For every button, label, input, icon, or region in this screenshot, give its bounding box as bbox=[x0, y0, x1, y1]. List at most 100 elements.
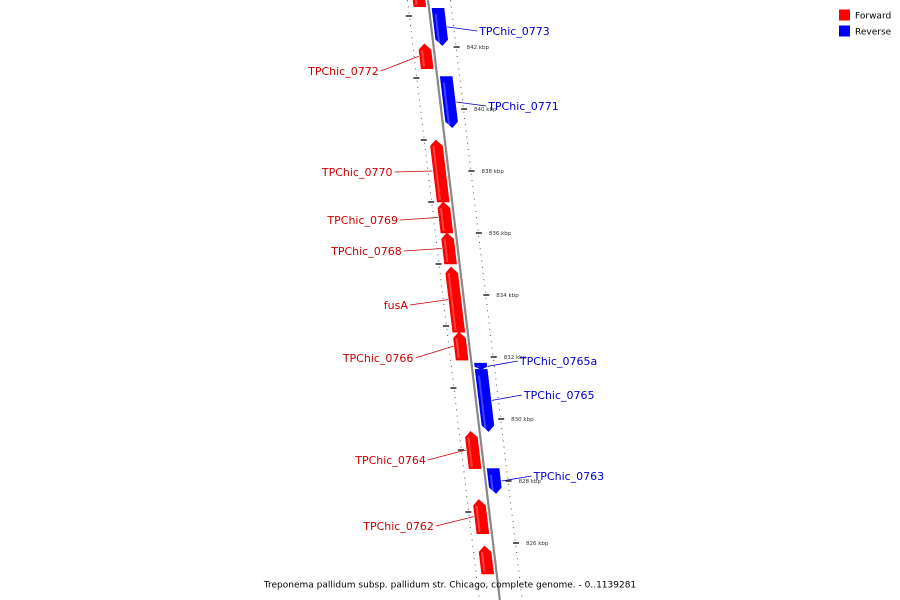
gene-top-partial-arrow[interactable] bbox=[412, 0, 427, 7]
ruler-dot-left bbox=[424, 142, 426, 144]
ruler-tick-label: 826 kbp bbox=[526, 541, 549, 547]
ruler-dot-left bbox=[418, 99, 420, 101]
ruler-dot-right bbox=[460, 87, 462, 88]
gene-tpchic-0765a-label-group[interactable]: TPChic_0765a bbox=[487, 355, 597, 368]
ruler-dot-right bbox=[513, 533, 515, 535]
ruler-dot-left bbox=[460, 446, 462, 448]
gene-tpchic-0762-label-group[interactable]: TPChic_0762 bbox=[362, 516, 474, 533]
ruler-dot-left bbox=[466, 496, 468, 498]
ruler-dot-right bbox=[489, 328, 491, 330]
ruler-dot-right bbox=[492, 353, 494, 355]
legend-forward-swatch bbox=[839, 9, 850, 21]
ruler-dot-left bbox=[414, 62, 416, 64]
ruler-dot-right bbox=[501, 428, 503, 429]
ruler-dot-right bbox=[512, 521, 514, 522]
gene-tpchic-0764-leader-line bbox=[427, 449, 466, 461]
ruler-dot-right bbox=[516, 552, 518, 553]
gene-tpchic-0763-arrow[interactable] bbox=[486, 468, 502, 494]
gene-fusa-label-group[interactable]: fusA bbox=[384, 299, 448, 312]
ruler-dot-left bbox=[441, 291, 443, 293]
gene-tpchic-0766-arrow[interactable] bbox=[453, 331, 469, 361]
ruler-dot-right bbox=[467, 142, 469, 144]
gene-features bbox=[412, 0, 502, 575]
ruler-dot-right bbox=[496, 384, 497, 386]
gene-tpchic-0762-highlight bbox=[475, 505, 481, 532]
gene-tpchic-0770-label-group[interactable]: TPChic_0770 bbox=[321, 166, 433, 179]
gene-tpchic-0765-label: TPChic_0765 bbox=[523, 389, 595, 402]
ruler-dot-left bbox=[438, 260, 440, 262]
ruler-dot-left bbox=[425, 155, 427, 157]
gene-tpchic-0764-arrow[interactable] bbox=[465, 430, 482, 469]
gene-tpchic-0766-label: TPChic_0766 bbox=[342, 352, 414, 365]
gene-tpchic-0771-label-group[interactable]: TPChic_0771 bbox=[456, 100, 559, 113]
gene-fusa-arrow[interactable] bbox=[445, 266, 466, 333]
ruler-dot-left bbox=[459, 440, 461, 442]
gene-top-partial-highlight bbox=[414, 0, 418, 5]
ruler-dot-right bbox=[458, 68, 460, 70]
gene-tpchic-0765-arrow[interactable] bbox=[474, 369, 495, 432]
ruler-dot-left bbox=[415, 74, 417, 76]
ruler-dot-left bbox=[473, 552, 475, 553]
ruler-dot-right bbox=[470, 167, 472, 169]
genome-caption: Treponema pallidum subsp. pallidum str. … bbox=[263, 581, 636, 591]
ruler-dot-left bbox=[467, 508, 469, 510]
ruler-dot-left bbox=[446, 328, 448, 330]
gene-tpchic-0768-label-group[interactable]: TPChic_0768 bbox=[330, 245, 442, 258]
gene-bottom-partial-highlight bbox=[481, 551, 486, 573]
ruler-dot-left bbox=[455, 403, 457, 405]
gene-tpchic-0773-arrow[interactable] bbox=[431, 8, 449, 46]
gene-tpchic-0769-highlight bbox=[439, 207, 445, 232]
gene-bottom-partial-arrow[interactable] bbox=[478, 545, 495, 575]
ruler-tick-label: 832 kbp bbox=[504, 355, 527, 361]
gene-tpchic-0772-label: TPChic_0772 bbox=[307, 65, 379, 78]
gene-tpchic-0768-arrow[interactable] bbox=[441, 232, 457, 265]
ruler-dot-left bbox=[410, 25, 411, 26]
ruler-dot-right bbox=[454, 37, 456, 39]
gene-tpchic-0766-label-group[interactable]: TPChic_0766 bbox=[342, 345, 454, 365]
ruler-dot-left bbox=[478, 595, 480, 597]
gene-tpchic-0764-label-group[interactable]: TPChic_0764 bbox=[354, 449, 466, 467]
gene-tpchic-0769-label-group[interactable]: TPChic_0769 bbox=[326, 214, 439, 227]
gene-tpchic-0763-label-group[interactable]: TPChic_0763 bbox=[501, 470, 605, 483]
ruler-dot-left bbox=[471, 539, 473, 541]
ruler-dot-left bbox=[456, 409, 457, 411]
gene-tpchic-0763-label: TPChic_0763 bbox=[533, 470, 605, 483]
ruler-dot-left bbox=[459, 434, 460, 436]
gene-tpchic-0762-arrow[interactable] bbox=[473, 499, 490, 535]
gene-tpchic-0771-arrow[interactable] bbox=[439, 76, 458, 129]
ruler-dot-right bbox=[499, 415, 501, 417]
gene-tpchic-0770-arrow[interactable] bbox=[430, 139, 450, 203]
ruler-dot-right bbox=[477, 229, 479, 231]
ruler-dot-right bbox=[509, 496, 511, 498]
gene-tpchic-0765a-arrow[interactable] bbox=[474, 362, 488, 370]
gene-tpchic-0772-highlight bbox=[420, 49, 425, 67]
ruler-dot-right bbox=[484, 285, 486, 287]
ruler-dot-right bbox=[495, 378, 497, 380]
gene-tpchic-0772-arrow[interactable] bbox=[418, 43, 434, 69]
legend-reverse-label: Reverse bbox=[855, 28, 892, 38]
ruler-dot-right bbox=[464, 118, 466, 119]
ruler-dot-right bbox=[504, 459, 506, 460]
ruler-dot-left bbox=[433, 223, 435, 225]
gene-tpchic-0772-label-group[interactable]: TPChic_0772 bbox=[307, 55, 419, 78]
ruler-dot-left bbox=[423, 136, 425, 138]
ruler-dot-left bbox=[411, 37, 413, 39]
gene-tpchic-0771-leader-line bbox=[456, 101, 487, 107]
ruler-dot-right bbox=[508, 490, 510, 491]
gene-tpchic-0769-arrow[interactable] bbox=[437, 201, 454, 234]
ruler-dot-left bbox=[476, 576, 477, 578]
ruler-dot-left bbox=[421, 118, 423, 119]
gene-tpchic-0765-label-group[interactable]: TPChic_0765 bbox=[491, 389, 595, 402]
ruler-dot-left bbox=[470, 527, 472, 529]
ruler-dot-left bbox=[468, 514, 470, 516]
ruler-dot-right bbox=[505, 465, 507, 467]
ruler-dot-right bbox=[517, 564, 519, 566]
ruler-dot-right bbox=[456, 49, 457, 51]
gene-tpchic-0763-leader-line bbox=[501, 475, 532, 482]
ruler-dot-right bbox=[518, 570, 520, 572]
ruler-dot-left bbox=[420, 111, 422, 113]
ruler-dot-right bbox=[450, 6, 452, 8]
ruler-dot-right bbox=[465, 130, 467, 132]
gene-tpchic-0773-label-group[interactable]: TPChic_0773 bbox=[447, 25, 550, 38]
